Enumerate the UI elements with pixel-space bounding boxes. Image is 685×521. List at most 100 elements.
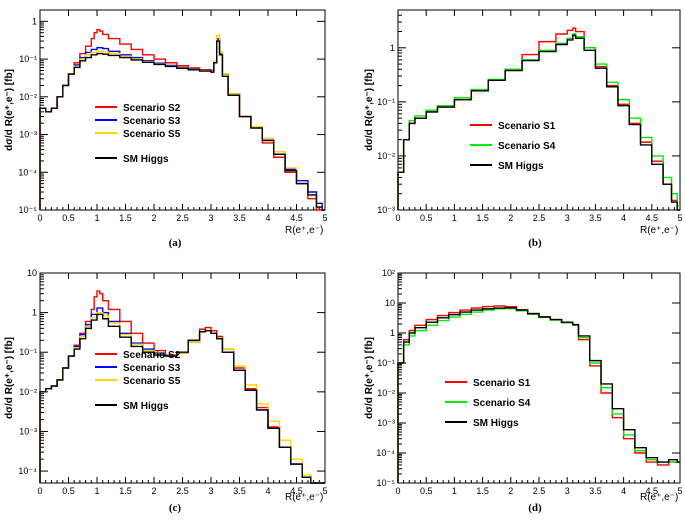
x-tick-label: 0.5: [62, 486, 75, 496]
x-tick-label: 3: [208, 213, 213, 223]
legend-entry: SM Higgs: [123, 154, 169, 165]
legend-entry: Scenario S2: [123, 350, 181, 361]
y-tick-label: 10⁻²: [377, 151, 395, 161]
series-line-scenario-s1: [397, 305, 680, 483]
x-axis-label: R(e⁺,e⁻): [285, 225, 323, 236]
x-tick-label: 1.5: [119, 486, 132, 496]
y-tick-label: 10⁻¹: [19, 347, 37, 357]
legend-entry: SM Higgs: [473, 418, 519, 429]
x-axis-label: R(e⁺,e⁻): [640, 225, 678, 236]
x-tick-label: 2.5: [176, 213, 189, 223]
y-tick-label: 10⁻²: [19, 387, 37, 397]
legend-entry: Scenario S1: [473, 378, 531, 389]
x-tick-label: 1.5: [119, 213, 132, 223]
y-tick-label: 10⁻³: [19, 130, 37, 140]
x-tick-label: 0.5: [62, 213, 75, 223]
x-axis-label: R(e⁺,e⁻): [285, 492, 323, 503]
legend-entry: Scenario S5: [123, 129, 181, 140]
x-tick-label: 4: [265, 213, 270, 223]
y-axis-label: dσ/d R(e⁺,e⁻) [fb]: [4, 337, 15, 419]
x-tick-label: 4: [265, 486, 270, 496]
y-tick-label: 1: [32, 308, 37, 318]
y-tick-label: 10⁻²: [19, 92, 37, 102]
legend-entry: Scenario S5: [123, 376, 181, 387]
x-tick-label: 1: [94, 213, 99, 223]
y-tick-label: 10⁻⁴: [376, 448, 395, 458]
chart-c: 0 0.5 1 1.5 2 2.5 3 3.5 4 4.5 5 10⁻⁴ 10⁻³ 10⁻² 10⁻¹ 1 10…: [4, 268, 328, 514]
y-tick-label: 10⁻³: [377, 418, 395, 428]
x-tick-label: 3.5: [233, 486, 246, 496]
legend-entry: Scenario S2: [123, 103, 181, 114]
x-tick-label: 4: [621, 213, 626, 223]
y-tick-label: 10⁻⁴: [18, 466, 37, 476]
x-tick-label: 4: [621, 486, 626, 496]
y-tick-label: 10⁻³: [377, 205, 395, 215]
panel-caption: (b): [528, 237, 542, 249]
x-axis-label: R(e⁺,e⁻): [640, 492, 678, 503]
series-line-scenario-s2: [39, 290, 325, 484]
y-tick-label: 10⁻¹: [19, 54, 37, 64]
x-tick-label: 5: [322, 213, 327, 223]
y-tick-label: 10⁻⁵: [19, 205, 38, 215]
y-tick-label: 10⁻¹: [377, 358, 395, 368]
y-tick-label: 1: [390, 43, 395, 53]
x-tick-label: 2.5: [533, 486, 546, 496]
x-tick-label: 1: [94, 486, 99, 496]
chart-b: 0 0.5 1 1.5 2 2.5 3 3.5 4 4.5 5 10⁻³ 10⁻² 10⁻¹ 1 dσ/d R…: [364, 9, 683, 249]
x-tick-label: 1.5: [476, 213, 489, 223]
legend-entry: Scenario S4: [498, 141, 556, 152]
x-tick-label: 0.5: [420, 213, 433, 223]
x-tick-label: 0: [395, 213, 400, 223]
series-line-scenario-s3: [39, 307, 325, 484]
x-tick-label: 0.5: [420, 486, 433, 496]
x-tick-label: 4.5: [646, 213, 659, 223]
chart-a: 0 0.5 1 1.5 2 2.5 3 3.5 4 4.5 5 10⁻⁵ 10⁻⁴ 10⁻³ 10⁻² 10⁻…: [4, 9, 328, 249]
legend-entry: Scenario S4: [473, 398, 531, 409]
series-line-scenario-s2: [39, 29, 325, 211]
x-tick-label: 3.5: [589, 486, 602, 496]
series-line-sm-higgs: [397, 307, 680, 483]
legend-entry: SM Higgs: [498, 161, 544, 172]
legend-entry: Scenario S1: [498, 121, 556, 132]
legend-entry: SM Higgs: [123, 401, 169, 412]
x-tick-label: 3.5: [589, 213, 602, 223]
x-tick-label: 3: [208, 486, 213, 496]
legend-entry: Scenario S3: [123, 363, 181, 374]
x-tick-label: 1.5: [476, 486, 489, 496]
x-tick-label: 0: [395, 486, 400, 496]
y-tick-label: 1: [32, 16, 37, 26]
y-axis-label: dσ/d R(e⁺,e⁻) [fb]: [364, 69, 375, 151]
x-tick-label: 5: [322, 486, 327, 496]
y-axis-label: dσ/d R(e⁺,e⁻) [fb]: [4, 69, 15, 151]
y-tick-label: 10⁻⁴: [18, 167, 37, 177]
y-tick-label: 10⁻³: [19, 426, 37, 436]
x-tick-label: 2: [151, 213, 156, 223]
x-tick-label: 3: [565, 486, 570, 496]
y-tick-label: 10: [27, 268, 37, 278]
panel-caption: (d): [528, 502, 542, 514]
x-tick-label: 0: [37, 486, 42, 496]
legend-entry: Scenario S3: [123, 116, 181, 127]
panel-caption: (c): [169, 502, 182, 514]
x-tick-label: 3: [565, 213, 570, 223]
y-axis-label: dσ/d R(e⁺,e⁻) [fb]: [364, 337, 375, 419]
y-tick-label: 10⁻⁵: [377, 478, 396, 488]
x-tick-label: 1: [452, 213, 457, 223]
series-line-sm-higgs: [39, 40, 325, 211]
x-tick-label: 0: [37, 213, 42, 223]
x-tick-label: 2: [508, 486, 513, 496]
panel-caption: (a): [169, 237, 182, 249]
y-tick-label: 10⁻¹: [377, 97, 395, 107]
x-tick-label: 4.5: [290, 213, 303, 223]
x-tick-label: 2: [508, 213, 513, 223]
x-tick-label: 4.5: [290, 486, 303, 496]
plot-frame-c: [39, 272, 326, 484]
x-tick-label: 5: [677, 486, 682, 496]
plot-frame-b: [397, 9, 681, 211]
series-line-scenario-s5: [39, 34, 325, 211]
x-tick-label: 5: [677, 213, 682, 223]
x-tick-label: 2.5: [533, 213, 546, 223]
x-tick-label: 4.5: [646, 486, 659, 496]
series-line-scenario-s4: [397, 307, 680, 483]
